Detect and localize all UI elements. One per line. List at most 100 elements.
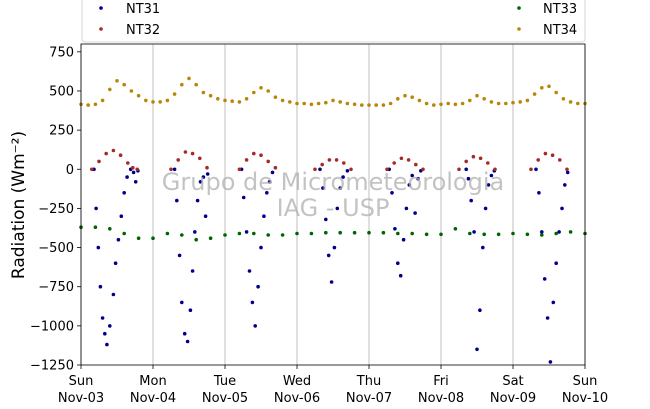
x-tick-label-day-0: Sun [69,374,94,389]
x-tick-label-date-4: Nov-07 [346,391,392,406]
point-nt31-83 [551,300,556,305]
point-nt34-69 [576,101,580,106]
point-nt32-39 [536,158,540,162]
point-nt34-64 [540,86,544,90]
point-nt33-1 [93,225,98,229]
point-nt32-34 [471,154,476,159]
point-nt31-24 [188,308,193,313]
point-nt32-35 [478,156,483,161]
point-nt34-59 [504,101,508,106]
point-nt34-36 [338,100,343,104]
point-nt32-25 [349,167,353,172]
point-nt34-52 [453,102,458,107]
point-nt32-10 [183,150,188,154]
point-nt34-26 [266,89,271,93]
x-tick-label-day-4: Thu [356,374,381,389]
legend: NT31 NT32 NT33 NT34 [81,0,586,43]
point-nt34-6 [122,82,126,87]
point-nt31-61 [407,183,412,187]
point-nt32-11 [190,151,195,156]
point-nt31-12 [122,191,126,195]
y-tick-label-1: −1000 [30,319,74,334]
point-nt31-59 [401,237,406,242]
point-nt31-63 [413,211,417,215]
point-nt34-45 [403,93,407,98]
point-nt31-51 [338,186,343,190]
x-tick-label-date-5: Nov-08 [418,391,464,406]
watermark-line-1: Grupo de Micrometeorologia [162,168,504,196]
point-nt31-15 [131,170,136,175]
point-nt31-82 [548,360,553,364]
point-nt31-11 [119,214,124,218]
point-nt34-66 [554,90,558,95]
x-tick-label-day-7: Sun [573,374,598,389]
point-nt32-7 [135,167,139,172]
point-nt34-1 [86,103,90,107]
point-nt33-8 [194,237,198,242]
point-nt34-7 [129,89,134,93]
point-nt34-23 [244,97,249,101]
point-nt32-36 [486,161,490,165]
point-nt34-14 [180,82,184,87]
point-nt34-20 [223,98,227,103]
point-nt32-33 [464,159,469,164]
point-nt33-16 [309,231,314,236]
point-nt34-39 [360,103,364,107]
point-nt34-34 [324,100,328,105]
point-nt34-38 [352,102,357,107]
point-nt34-13 [172,92,177,96]
point-nt34-24 [252,90,256,95]
point-nt34-37 [345,101,350,106]
point-nt31-27 [195,198,200,203]
x-tick-label-date-6: Nov-09 [490,391,536,406]
x-axis: Sun Nov-03 Mon Nov-04 Tue Nov-05 Wed Nov-06 Thu N… [58,365,608,406]
x-tick-label-date-3: Nov-06 [274,391,320,406]
point-nt34-56 [482,97,487,101]
point-nt34-27 [273,95,278,99]
point-nt31-31 [205,172,210,176]
point-nt31-30 [203,214,208,218]
point-nt34-22 [237,100,242,104]
point-nt32-37 [493,167,497,172]
point-nt34-41 [374,103,379,107]
point-nt31-20 [177,253,182,258]
point-nt31-70 [475,347,479,352]
point-nt33-12 [252,231,256,236]
point-nt31-35 [247,269,252,273]
point-nt33-25 [439,232,443,237]
point-nt31-19 [175,198,179,203]
point-nt34-68 [568,100,573,104]
point-nt31-84 [554,261,558,266]
point-nt31-73 [483,206,488,211]
point-nt34-61 [518,100,522,104]
point-nt34-5 [115,79,119,83]
point-nt32-42 [558,158,562,162]
point-nt34-10 [151,100,155,104]
point-nt34-51 [446,101,451,106]
y-axis: −1250 −1000 −750 −500 −250 0 250 500 750 [30,45,81,374]
point-nt31-62 [410,173,415,178]
point-nt34-53 [460,101,465,106]
point-nt34-55 [475,93,479,98]
point-nt33-11 [237,231,242,236]
y-tick-label-8: 750 [49,45,74,60]
point-nt31-41 [265,191,269,195]
point-nt33-32 [540,233,544,237]
point-nt31-53 [345,169,350,173]
point-nt34-16 [194,82,198,87]
point-nt31-87 [563,183,567,187]
point-nt33-15 [295,231,299,236]
legend-marker-nt31 [99,6,103,10]
point-nt31-71 [478,308,482,313]
point-nt33-10 [223,233,227,237]
point-nt31-50 [335,206,340,211]
point-nt33-24 [424,232,429,237]
point-nt32-4 [118,153,123,157]
point-nt31-45 [321,186,325,190]
point-nt34-17 [201,90,206,95]
point-nt31-22 [182,331,187,336]
point-nt32-1 [97,159,101,164]
point-nt31-34 [244,230,249,234]
legend-label-nt34: NT34 [543,23,577,38]
